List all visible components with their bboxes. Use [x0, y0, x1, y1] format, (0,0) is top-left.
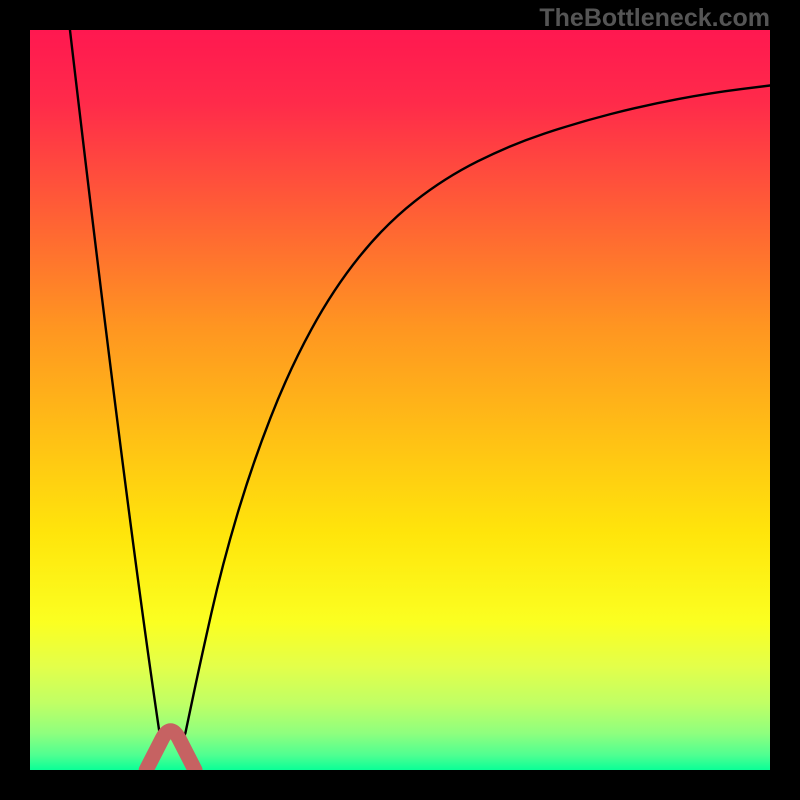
- watermark-text: TheBottleneck.com: [539, 4, 770, 33]
- chart-root: TheBottleneck.com: [0, 0, 800, 800]
- gradient-background: [30, 30, 770, 770]
- plot-svg: [0, 0, 800, 800]
